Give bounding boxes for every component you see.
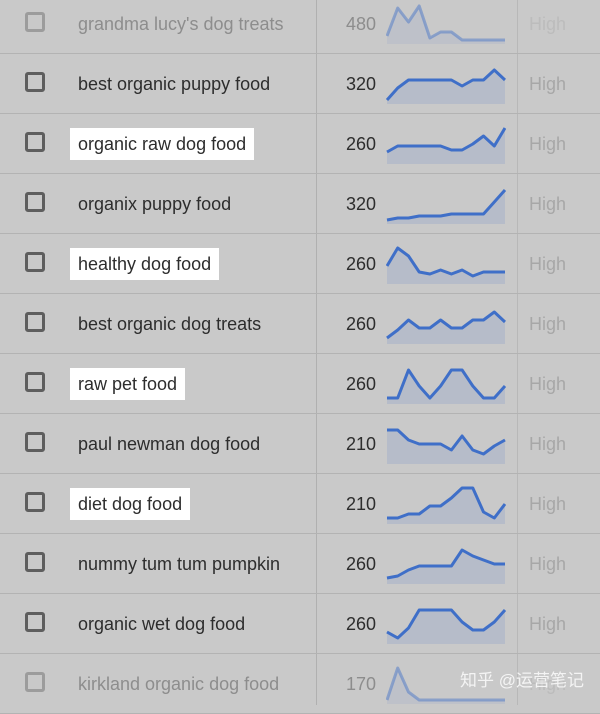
trend-line [386, 189, 506, 222]
trend-line [386, 666, 505, 702]
keyword-text: best organic puppy food [78, 74, 271, 94]
table-row[interactable]: organix puppy food 320 High [0, 174, 600, 234]
trend-area [387, 128, 505, 164]
trend-line [386, 548, 505, 580]
competition-level: High [529, 194, 567, 214]
trend-area [387, 610, 505, 644]
trend-area [387, 668, 505, 704]
trend-line [387, 486, 506, 520]
row-select-checkbox[interactable] [25, 312, 45, 332]
keyword-text: grandma lucy's dog treats [78, 14, 284, 34]
table-row[interactable]: best organic puppy food 320 High [0, 54, 600, 114]
search-volume: 170 [346, 674, 377, 694]
trend-area [387, 70, 505, 104]
trend-sparkline [386, 189, 506, 224]
trend-line [386, 68, 506, 101]
keyword-text: kirkland organic dog food [78, 674, 280, 694]
table-row[interactable]: organic wet dog food 260 High [0, 594, 600, 654]
competition-level: High [529, 674, 567, 694]
keyword-text: diet dog food [70, 488, 191, 520]
competition-level: High [529, 314, 567, 334]
table-row[interactable]: best organic dog treats 260 High [0, 294, 600, 354]
keyword-text: paul newman dog food [78, 434, 261, 454]
watermark: 知乎 @运营笔记 [460, 671, 584, 690]
column-divider [517, 0, 518, 705]
trend-sparkline [386, 4, 505, 44]
competition-level: High [529, 374, 567, 394]
search-volume: 210 [346, 494, 377, 514]
trend-line [387, 428, 506, 456]
competition-level: High [529, 434, 567, 454]
trend-line [387, 368, 506, 400]
competition-level: High [529, 254, 567, 274]
search-volume: 210 [346, 434, 377, 454]
row-select-checkbox[interactable] [25, 492, 45, 512]
table-row[interactable]: nummy tum tum pumpkin 260 High [0, 534, 600, 594]
search-volume: 320 [346, 74, 377, 94]
row-select-checkbox[interactable] [25, 372, 45, 392]
trend-sparkline [387, 428, 506, 464]
trend-sparkline [387, 486, 506, 524]
keyword-text: raw pet food [70, 368, 186, 400]
keyword-text: best organic dog treats [78, 314, 262, 334]
search-volume: 260 [346, 554, 377, 574]
competition-level: High [529, 554, 567, 574]
keyword-text: organic raw dog food [70, 128, 255, 160]
row-select-checkbox[interactable] [25, 252, 45, 272]
row-select-checkbox[interactable] [25, 612, 45, 632]
competition-level: High [529, 614, 567, 634]
trend-sparkline [386, 310, 506, 344]
search-volume: 260 [346, 314, 377, 334]
trend-sparkline [386, 548, 505, 584]
row-select-checkbox[interactable] [25, 132, 45, 152]
trend-line [386, 127, 506, 154]
keyword-text: organic wet dog food [78, 614, 246, 634]
search-volume: 320 [346, 194, 377, 214]
search-volume: 260 [346, 614, 377, 634]
row-select-checkbox[interactable] [25, 192, 45, 212]
table-row[interactable]: paul newman dog food 210 High [0, 414, 600, 474]
table-row[interactable]: diet dog food 210 High [0, 474, 600, 534]
trend-area [387, 370, 505, 404]
trend-area [387, 6, 505, 44]
keyword-text: nummy tum tum pumpkin [78, 554, 281, 574]
keyword-text: organix puppy food [78, 194, 232, 214]
competition-level: High [529, 14, 567, 34]
row-select-checkbox[interactable] [25, 72, 45, 92]
search-volume: 260 [346, 254, 377, 274]
search-volume: 480 [346, 14, 377, 34]
column-divider [316, 0, 317, 705]
row-select-checkbox[interactable] [25, 672, 45, 692]
trend-line [386, 4, 505, 42]
trend-line [386, 310, 506, 340]
table-row[interactable]: organic raw dog food 260 High [0, 114, 600, 174]
search-volume: 260 [346, 374, 377, 394]
trend-area [387, 488, 505, 524]
table-row[interactable]: kirkland organic dog food 170 High [0, 654, 600, 714]
row-select-checkbox[interactable] [25, 12, 45, 32]
table-row[interactable]: healthy dog food 260 High [0, 234, 600, 294]
keyword-text: healthy dog food [70, 248, 220, 280]
trend-sparkline [386, 666, 505, 704]
search-volume: 260 [346, 134, 377, 154]
trend-line [386, 608, 506, 640]
competition-level: High [529, 494, 567, 514]
trend-sparkline [386, 608, 506, 644]
table-row[interactable]: raw pet food 260 High [0, 354, 600, 414]
row-select-checkbox[interactable] [25, 552, 45, 572]
trend-sparkline [387, 368, 506, 404]
trend-sparkline [386, 68, 506, 104]
trend-line [386, 246, 505, 278]
competition-level: High [529, 134, 567, 154]
competition-level: High [529, 74, 567, 94]
trend-sparkline [386, 127, 506, 164]
row-select-checkbox[interactable] [25, 432, 45, 452]
trend-sparkline [386, 246, 505, 284]
table-row[interactable]: grandma lucy's dog treats 480 High [0, 0, 600, 54]
